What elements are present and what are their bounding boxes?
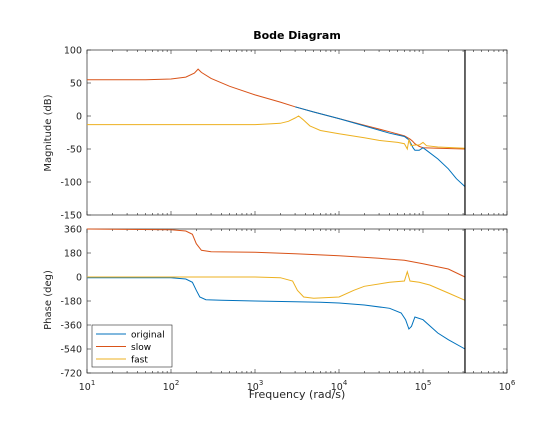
magnitude-y-label: Magnitude (dB) <box>43 94 54 171</box>
legend-label-original: original <box>131 331 165 341</box>
magnitude-panel: 100 50 0 -50 -100 -150 <box>60 46 508 222</box>
x-tick-label: 104 <box>331 379 348 393</box>
magnitude-y-tick-label: -50 <box>66 145 82 156</box>
phase-y-tick-label: -540 <box>60 345 82 356</box>
phase-y-tick-label: -720 <box>60 369 82 380</box>
phase-y-tick-label: 360 <box>64 225 82 236</box>
phase-series-original <box>87 277 466 350</box>
magnitude-y-tick-label: -150 <box>60 211 82 222</box>
phase-y-tick-label: -180 <box>60 297 82 308</box>
phase-series-fast <box>87 269 466 301</box>
x-tick-label: 106 <box>499 379 516 393</box>
legend: original slow fast <box>91 324 173 368</box>
magnitude-axes-box <box>86 49 508 216</box>
legend-label-fast: fast <box>131 356 148 366</box>
magnitude-y-tick-label: -100 <box>60 178 82 189</box>
phase-y-tick-label: 0 <box>76 273 82 284</box>
magnitude-series-original <box>294 106 466 187</box>
magnitude-series-fast <box>87 115 466 151</box>
x-tick-label: 102 <box>163 379 180 393</box>
phase-y-label: Phase (deg) <box>43 270 54 330</box>
magnitude-y-tick-label: 100 <box>64 46 82 57</box>
x-axis-label: Frequency (rad/s) <box>249 388 346 401</box>
x-tick-label: 105 <box>415 379 432 393</box>
phase-y-tick-label: -360 <box>60 321 82 332</box>
x-tick-label: 103 <box>247 379 264 393</box>
phase-series-slow <box>86 228 466 278</box>
chart-title: Bode Diagram <box>253 29 341 42</box>
legend-label-slow: slow <box>131 343 151 353</box>
magnitude-y-tick-label: 50 <box>70 79 82 90</box>
magnitude-y-tick-label: 0 <box>76 112 82 123</box>
x-tick-label: 101 <box>79 379 96 393</box>
phase-y-tick-label: 180 <box>64 249 82 260</box>
